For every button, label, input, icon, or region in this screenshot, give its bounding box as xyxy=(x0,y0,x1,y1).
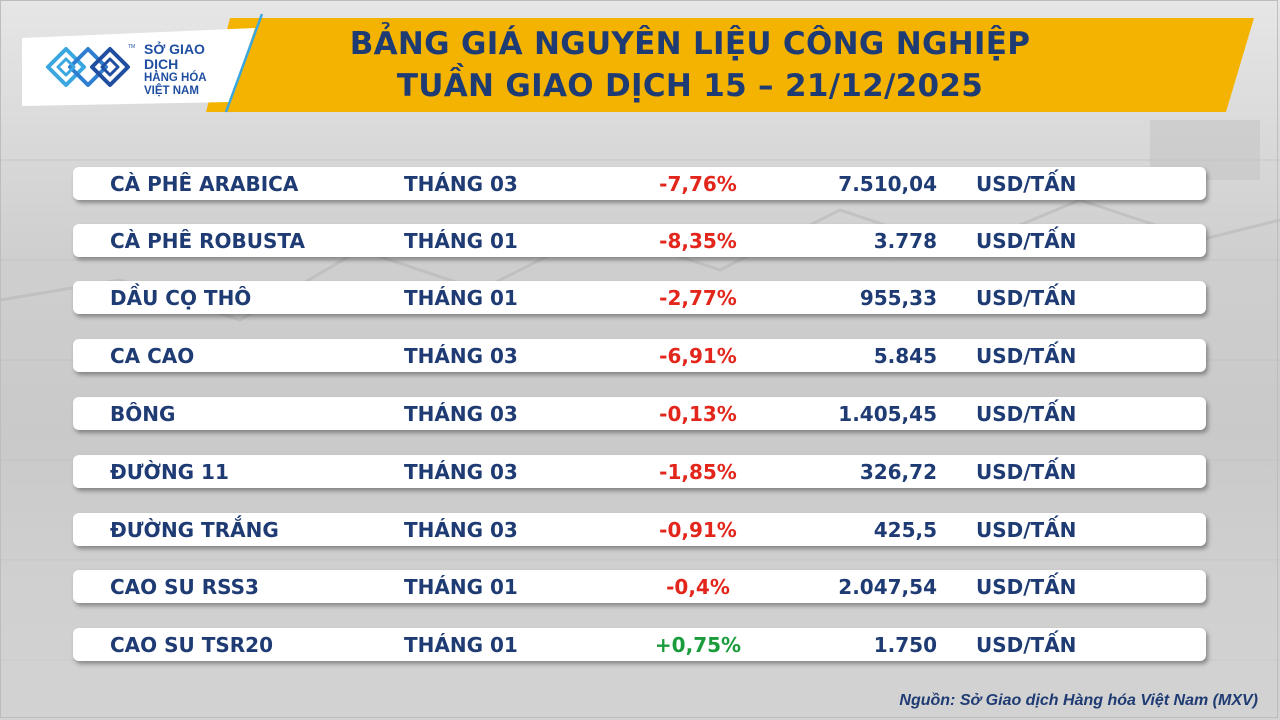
closing-price: 326,72 xyxy=(859,460,937,484)
mxv-logo: TM SỞ GIAO DỊCH HÀNG HÓA VIỆT NAM xyxy=(44,42,234,102)
logo-text: SỞ GIAO DỊCH HÀNG HÓA VIỆT NAM xyxy=(144,42,234,98)
closing-price: 1.750 xyxy=(873,633,937,657)
price-change: -6,91% xyxy=(659,344,737,368)
commodity-name: DẦU CỌ THÔ xyxy=(110,286,252,310)
price-unit: USD/TẤN xyxy=(976,229,1077,253)
price-change: +0,75% xyxy=(654,633,742,657)
table-row: CA CAO THÁNG 03 -6,91% 5.845 USD/TẤN xyxy=(73,339,1206,372)
commodity-name: CÀ PHÊ ROBUSTA xyxy=(110,229,305,253)
price-change: -8,35% xyxy=(659,229,737,253)
closing-price: 5.845 xyxy=(873,344,937,368)
logo-trademark: TM xyxy=(128,44,136,50)
price-change: -0,91% xyxy=(659,518,737,542)
table-row: DẦU CỌ THÔ THÁNG 01 -2,77% 955,33 USD/TẤN xyxy=(73,281,1206,314)
page-title-line1: BẢNG GIÁ NGUYÊN LIỆU CÔNG NGHIỆP xyxy=(349,26,1031,62)
table-row: CÀ PHÊ ROBUSTA THÁNG 01 -8,35% 3.778 USD/TẤN xyxy=(73,224,1206,257)
closing-price: 955,33 xyxy=(859,286,937,310)
source-note: Nguồn: Sở Giao dịch Hàng hóa Việt Nam (M… xyxy=(899,692,1258,709)
contract-month: THÁNG 03 xyxy=(404,344,518,368)
commodity-name: ĐƯỜNG 11 xyxy=(110,460,229,484)
contract-month: THÁNG 03 xyxy=(404,172,518,196)
contract-month: THÁNG 03 xyxy=(404,402,518,426)
table-row: ĐƯỜNG 11 THÁNG 03 -1,85% 326,72 USD/TẤN xyxy=(73,455,1206,488)
commodity-name: CÀ PHÊ ARABICA xyxy=(110,172,299,196)
price-unit: USD/TẤN xyxy=(976,633,1077,657)
closing-price: 7.510,04 xyxy=(838,172,937,196)
price-change: -0,4% xyxy=(666,575,730,599)
commodity-name: BÔNG xyxy=(110,402,176,426)
header-banner: BẢNG GIÁ NGUYÊN LIỆU CÔNG NGHIỆP TUẦN GI… xyxy=(0,0,1280,118)
table-row: ĐƯỜNG TRẮNG THÁNG 03 -0,91% 425,5 USD/TẤN xyxy=(73,513,1206,546)
closing-price: 1.405,45 xyxy=(838,402,937,426)
commodity-name: CAO SU RSS3 xyxy=(110,575,259,599)
price-unit: USD/TẤN xyxy=(976,172,1077,196)
table-row: BÔNG THÁNG 03 -0,13% 1.405,45 USD/TẤN xyxy=(73,397,1206,430)
price-change: -0,13% xyxy=(659,402,737,426)
price-unit: USD/TẤN xyxy=(976,460,1077,484)
logo-mark-icon xyxy=(46,47,130,87)
table-row: CÀ PHÊ ARABICA THÁNG 03 -7,76% 7.510,04 USD/… xyxy=(73,167,1206,200)
price-change: -1,85% xyxy=(659,460,737,484)
contract-month: THÁNG 03 xyxy=(404,460,518,484)
logo-line2: HÀNG HÓA xyxy=(144,72,207,84)
table-row: CAO SU TSR20 THÁNG 01 +0,75% 1.750 USD/TẤN xyxy=(73,628,1206,661)
contract-month: THÁNG 03 xyxy=(404,518,518,542)
logo-line1: SỞ GIAO DỊCH xyxy=(144,41,205,72)
logo-line3: VIỆT NAM xyxy=(144,85,199,97)
contract-month: THÁNG 01 xyxy=(404,229,518,253)
closing-price: 425,5 xyxy=(873,518,937,542)
price-change: -7,76% xyxy=(659,172,737,196)
price-unit: USD/TẤN xyxy=(976,575,1077,599)
price-change: -2,77% xyxy=(659,286,737,310)
closing-price: 2.047,54 xyxy=(838,575,937,599)
commodity-name: CA CAO xyxy=(110,344,195,368)
closing-price: 3.778 xyxy=(873,229,937,253)
contract-month: THÁNG 01 xyxy=(404,575,518,599)
price-unit: USD/TẤN xyxy=(976,344,1077,368)
page-title-line2: TUẦN GIAO DỊCH 15 – 21/12/2025 xyxy=(396,68,984,104)
contract-month: THÁNG 01 xyxy=(404,286,518,310)
price-unit: USD/TẤN xyxy=(976,402,1077,426)
contract-month: THÁNG 01 xyxy=(404,633,518,657)
price-unit: USD/TẤN xyxy=(976,518,1077,542)
price-unit: USD/TẤN xyxy=(976,286,1077,310)
table-row: CAO SU RSS3 THÁNG 01 -0,4% 2.047,54 USD/TẤN xyxy=(73,570,1206,603)
commodity-name: ĐƯỜNG TRẮNG xyxy=(110,518,279,542)
commodity-name: CAO SU TSR20 xyxy=(110,633,274,657)
